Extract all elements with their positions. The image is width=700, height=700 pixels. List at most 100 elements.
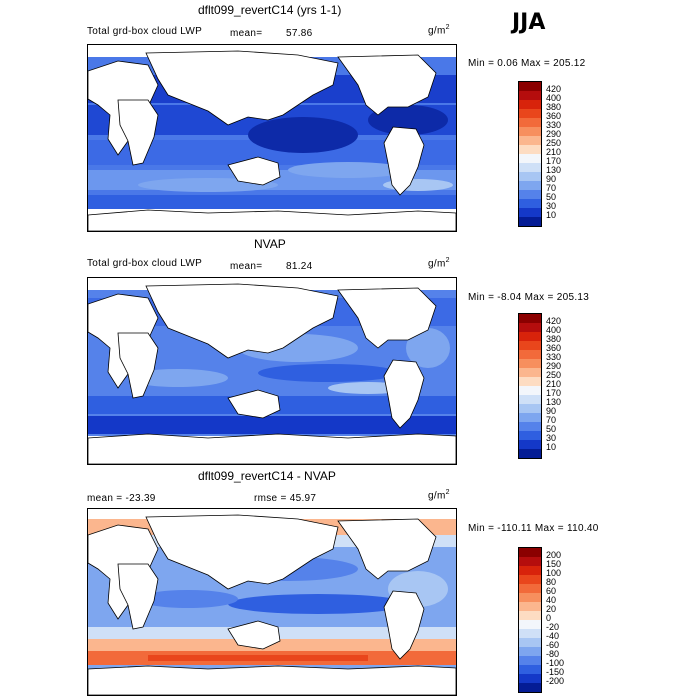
colorbar-tick-label: 210 — [546, 379, 562, 389]
colorbar-tick-label: 10 — [546, 210, 557, 220]
colorbar-swatch — [519, 557, 541, 566]
colorbar-tick-label: 70 — [546, 183, 557, 193]
colorbar-tick-label: 90 — [546, 406, 557, 416]
colorbar-tick-label: 420 — [546, 84, 562, 94]
colorbar-swatch — [519, 593, 541, 602]
panel1-units: g/m2 — [428, 24, 450, 37]
colorbar-tick-label: 330 — [546, 352, 562, 362]
panel2-units: g/m2 — [428, 257, 450, 270]
colorbar-swatch — [519, 440, 541, 449]
colorbar-swatch — [519, 377, 541, 386]
colorbar-tick-label: 50 — [546, 192, 557, 202]
panel3-min-max: Min = -110.11 Max = 110.40 — [468, 523, 599, 534]
colorbar-tick-label: 130 — [546, 397, 562, 407]
colorbar-swatch — [519, 611, 541, 620]
colorbar-tick-label: 250 — [546, 370, 562, 380]
colorbar-tick-label: 50 — [546, 424, 557, 434]
colorbar-tick-label: 170 — [546, 156, 562, 166]
colorbar-tick-label: 330 — [546, 120, 562, 130]
colorbar-swatch — [519, 136, 541, 145]
colorbar-tick-label: 250 — [546, 138, 562, 148]
colorbar-swatch — [519, 584, 541, 593]
colorbar-swatch — [519, 332, 541, 341]
panel2-mean-label: mean= — [230, 261, 263, 272]
colorbar-tick-label: 290 — [546, 361, 562, 371]
colorbar-tick-label: -200 — [546, 676, 565, 686]
panel2-min-max: Min = -8.04 Max = 205.13 — [468, 292, 590, 303]
colorbar-swatch — [519, 118, 541, 127]
panel2-title: NVAP — [254, 237, 286, 251]
panel1-mean-label: mean= — [230, 28, 263, 39]
colorbar-tick-label: 360 — [546, 343, 562, 353]
panel3-map — [87, 508, 457, 696]
colorbar-swatch — [519, 674, 541, 683]
colorbar-swatch — [519, 449, 541, 458]
colorbar-tick-label: 290 — [546, 129, 562, 139]
colorbar-tick-label: 400 — [546, 325, 562, 335]
panel1-min-max: Min = 0.06 Max = 205.12 — [468, 58, 586, 69]
colorbar-tick-label: -150 — [546, 667, 565, 677]
colorbar-tick-label: 0 — [546, 613, 552, 623]
colorbar-tick-label: 30 — [546, 433, 557, 443]
colorbar-swatch — [519, 665, 541, 674]
panel2-colorbar — [518, 313, 542, 459]
colorbar-swatch — [519, 314, 541, 323]
colorbar-tick-label: 70 — [546, 415, 557, 425]
panel3-rmse: rmse = 45.97 — [254, 493, 317, 504]
colorbar-tick-label: -40 — [546, 631, 560, 641]
panel2-mean-value: 81.24 — [286, 261, 313, 272]
colorbar-swatch — [519, 566, 541, 575]
colorbar-tick-label: 10 — [546, 442, 557, 452]
colorbar-swatch — [519, 359, 541, 368]
colorbar-tick-label: 90 — [546, 174, 557, 184]
colorbar-tick-label: 30 — [546, 201, 557, 211]
colorbar-swatch — [519, 127, 541, 136]
colorbar-swatch — [519, 91, 541, 100]
colorbar-swatch — [519, 217, 541, 226]
colorbar-swatch — [519, 683, 541, 692]
colorbar-tick-label: 360 — [546, 111, 562, 121]
colorbar-tick-label: 400 — [546, 93, 562, 103]
season-label: JJA — [512, 10, 546, 35]
colorbar-swatch — [519, 548, 541, 557]
colorbar-swatch — [519, 208, 541, 217]
panel1-colorbar — [518, 81, 542, 227]
colorbar-swatch — [519, 656, 541, 665]
colorbar-swatch — [519, 190, 541, 199]
colorbar-swatch — [519, 413, 541, 422]
panel2-map — [87, 277, 457, 465]
colorbar-swatch — [519, 341, 541, 350]
colorbar-tick-label: 420 — [546, 316, 562, 326]
colorbar-swatch — [519, 647, 541, 656]
colorbar-swatch — [519, 602, 541, 611]
colorbar-swatch — [519, 181, 541, 190]
colorbar-tick-label: 100 — [546, 568, 562, 578]
panel1-map — [87, 44, 457, 232]
colorbar-swatch — [519, 100, 541, 109]
colorbar-swatch — [519, 368, 541, 377]
panel3-colorbar — [518, 547, 542, 693]
colorbar-tick-label: -80 — [546, 649, 560, 659]
colorbar-swatch — [519, 109, 541, 118]
colorbar-swatch — [519, 145, 541, 154]
panel3-units: g/m2 — [428, 489, 450, 502]
colorbar-swatch — [519, 422, 541, 431]
colorbar-tick-label: 380 — [546, 334, 562, 344]
colorbar-tick-label: 80 — [546, 577, 557, 587]
colorbar-tick-label: -20 — [546, 622, 560, 632]
panel1-map-svg — [88, 45, 456, 231]
colorbar-tick-label: 200 — [546, 550, 562, 560]
colorbar-swatch — [519, 386, 541, 395]
colorbar-swatch — [519, 575, 541, 584]
colorbar-swatch — [519, 323, 541, 332]
colorbar-tick-label: 40 — [546, 595, 557, 605]
colorbar-swatch — [519, 154, 541, 163]
colorbar-tick-label: 60 — [546, 586, 557, 596]
colorbar-tick-label: 210 — [546, 147, 562, 157]
panel1-title: dflt099_revertC14 (yrs 1-1) — [198, 3, 342, 17]
panel2-map-svg — [88, 278, 456, 464]
colorbar-swatch — [519, 395, 541, 404]
colorbar-swatch — [519, 620, 541, 629]
colorbar-swatch — [519, 629, 541, 638]
panel3-mean: mean = -23.39 — [87, 493, 156, 504]
